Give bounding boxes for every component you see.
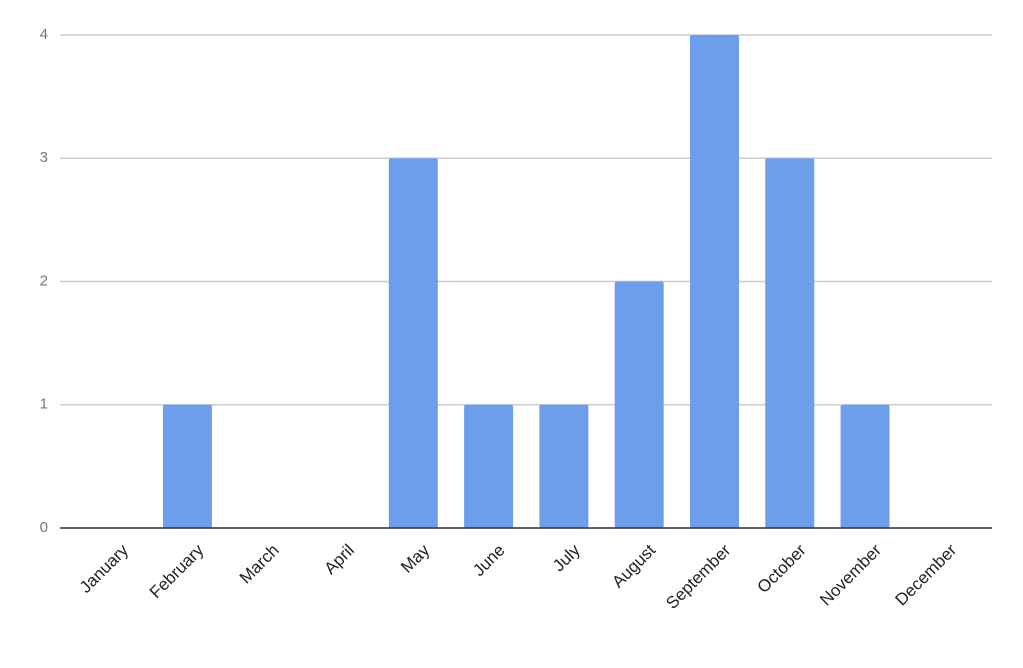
x-tick-label: June	[469, 541, 509, 581]
x-tick-label: October	[754, 540, 810, 596]
x-tick-label: April	[321, 541, 358, 578]
y-tick-label: 4	[40, 26, 48, 43]
x-tick-label: May	[397, 540, 433, 576]
x-tick-label: August	[608, 540, 659, 591]
x-tick-label: November	[816, 540, 885, 609]
bar	[614, 281, 664, 528]
bar	[539, 404, 589, 528]
y-tick-label: 0	[40, 519, 48, 536]
x-tick-label: September	[662, 540, 734, 612]
x-tick-label: February	[146, 540, 208, 602]
y-tick-label: 2	[40, 272, 48, 289]
x-tick-label: January	[76, 540, 133, 597]
y-tick-label: 1	[40, 396, 48, 413]
y-tick-label: 3	[40, 149, 48, 166]
x-tick-label: December	[891, 540, 960, 609]
x-tick-label: March	[236, 541, 283, 588]
bar	[840, 404, 890, 528]
bar	[162, 404, 212, 528]
bar	[388, 158, 438, 528]
bar	[464, 404, 514, 528]
x-tick-label: July	[549, 540, 584, 575]
bar	[765, 158, 815, 528]
bar	[689, 35, 739, 528]
